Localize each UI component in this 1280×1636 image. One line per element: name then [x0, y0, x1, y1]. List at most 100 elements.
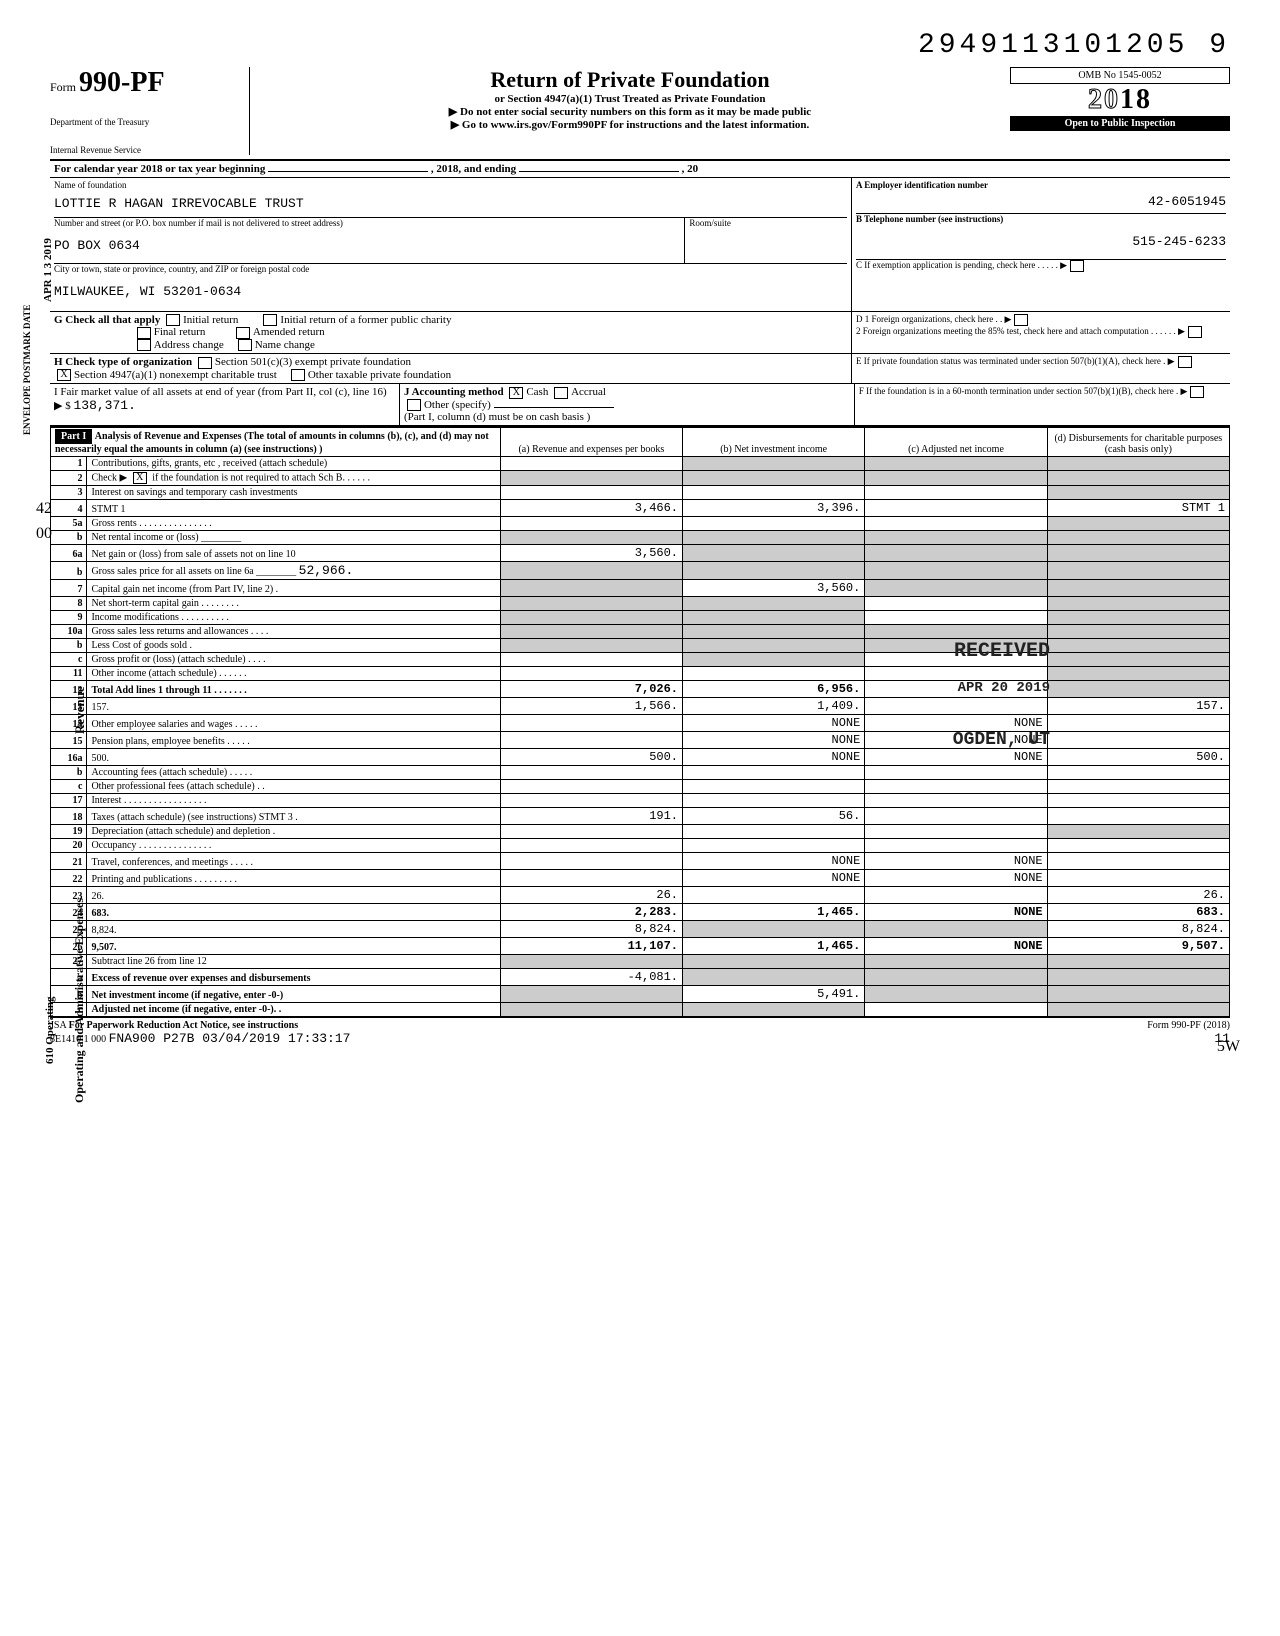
g-name-checkbox[interactable]	[238, 339, 252, 351]
d1-checkbox[interactable]	[1014, 314, 1028, 326]
j-accrual-checkbox[interactable]	[554, 387, 568, 399]
r26-b: 1,465.	[683, 938, 865, 955]
r5a-n: 5a	[51, 517, 87, 531]
c-checkbox[interactable]	[1070, 260, 1084, 272]
r4-d: STMT 1	[87, 500, 500, 517]
row-10a: 10aGross sales less returns and allowanc…	[51, 625, 1230, 639]
fmv-value: 138,371.	[73, 398, 135, 413]
row-27: 27Subtract line 26 from line 12	[51, 955, 1230, 969]
row-16a: 16a500.500.NONENONE500.	[51, 749, 1230, 766]
city-state-zip: MILWAUKEE, WI 53201-0634	[54, 274, 847, 309]
r16b-d: Accounting fees (attach schedule) . . . …	[87, 766, 500, 780]
year-solid: 18	[1120, 84, 1152, 115]
r26-c: NONE	[865, 938, 1047, 955]
r15-c: NONE	[865, 732, 1047, 749]
f-text: F If the foundation is in a 60-month ter…	[859, 386, 1178, 396]
name-label: Name of foundation	[54, 180, 847, 190]
g-initial-checkbox[interactable]	[166, 314, 180, 326]
col-b-header: (b) Net investment income	[683, 427, 865, 457]
j-cash-checkbox[interactable]: X	[509, 387, 523, 399]
address: PO BOX 0634	[54, 228, 684, 263]
row-2: 2Check ▶ X if the foundation is not requ…	[51, 471, 1230, 486]
r7-n: 7	[51, 580, 87, 597]
j-cash: Cash	[526, 386, 548, 398]
r16a-c: NONE	[865, 749, 1047, 766]
ein-label: A Employer identification number	[856, 180, 1226, 190]
document-locator-number: 2949113101205 9	[50, 30, 1230, 61]
j-other-checkbox[interactable]	[407, 399, 421, 411]
r20-n: 20	[51, 839, 87, 853]
side-code: 610 Operating	[44, 930, 56, 1130]
j-note: (Part I, column (d) must be on cash basi…	[404, 411, 590, 423]
dept-treasury: Department of the Treasury	[50, 117, 241, 127]
r10c-d: Gross profit or (loss) (attach schedule)…	[87, 653, 500, 667]
r18-b: 56.	[683, 808, 865, 825]
h-other-checkbox[interactable]	[291, 369, 305, 381]
r21-d: Travel, conferences, and meetings . . . …	[87, 853, 500, 870]
part1-header-row: Part I Analysis of Revenue and Expenses …	[51, 427, 1230, 457]
r12-d: Total Add lines 1 through 11 . . . . . .…	[87, 681, 500, 698]
cal-c: , 20	[682, 163, 699, 175]
d1-text: D 1 Foreign organizations, check here . …	[856, 314, 1002, 324]
expenses-side-label: Operating and Administrative Expenses	[72, 860, 87, 1140]
h-block: H Check type of organization Section 501…	[50, 354, 852, 383]
r4-a: 3,466.	[500, 500, 682, 517]
r1-d: Contributions, gifts, grants, etc , rece…	[87, 457, 500, 471]
cal-b: , 2018, and ending	[431, 163, 516, 175]
h-501c3-checkbox[interactable]	[198, 357, 212, 369]
r8-n: 8	[51, 597, 87, 611]
r21-b: NONE	[683, 853, 865, 870]
r2-checkbox[interactable]: X	[133, 472, 147, 484]
pra-notice: For Paperwork Reduction Act Notice, see …	[69, 1020, 299, 1031]
row-20: 20Occupancy . . . . . . . . . . . . . . …	[51, 839, 1230, 853]
postmark-side: APR 1 3 2019	[42, 210, 54, 330]
r6b-inset: 52,966.	[299, 563, 354, 578]
r13-a: 1,566.	[500, 698, 682, 715]
form-number: Form 990-PF	[50, 67, 241, 99]
r27a-a: -4,081.	[500, 969, 682, 986]
r16c-d: Other professional fees (attach schedule…	[87, 780, 500, 794]
id-block: Name of foundation LOTTIE R HAGAN IRREVO…	[50, 178, 1230, 312]
id-left: Name of foundation LOTTIE R HAGAN IRREVO…	[50, 178, 852, 311]
row-24: 24683.2,283.1,465.NONE683.	[51, 904, 1230, 921]
g-former-checkbox[interactable]	[263, 314, 277, 326]
form-subtitle-1: or Section 4947(a)(1) Trust Treated as P…	[260, 93, 1000, 105]
r6b-n: b	[51, 562, 87, 580]
r11-d: Other income (attach schedule) . . . . .…	[87, 667, 500, 681]
e-text: E If private foundation status was termi…	[856, 356, 1165, 366]
r27-d: Subtract line 26 from line 12	[87, 955, 500, 969]
footer-form: Form 990-PF (2018)	[1147, 1020, 1230, 1031]
g-amended-checkbox[interactable]	[236, 327, 250, 339]
footer-left: JSA For Paperwork Reduction Act Notice, …	[50, 1020, 350, 1046]
r16a-d-val: 500.	[1047, 749, 1229, 766]
form-title: Return of Private Foundation	[260, 67, 1000, 93]
r24-d: 683.	[87, 904, 500, 921]
r24-d-val: 683.	[1047, 904, 1229, 921]
form-number-text: 990-PF	[79, 67, 165, 98]
header-right: OMB No 1545-0052 2018 Open to Public Ins…	[1010, 67, 1230, 131]
g-address-checkbox[interactable]	[137, 339, 151, 351]
r22-b: NONE	[683, 870, 865, 887]
d2-checkbox[interactable]	[1188, 326, 1202, 338]
row-25: 258,824.8,824.8,824.	[51, 921, 1230, 938]
row-1: 1Contributions, gifts, grants, etc , rec…	[51, 457, 1230, 471]
g-former: Initial return of a former public charit…	[280, 314, 451, 326]
r4-n: 4	[51, 500, 87, 517]
row-27a: aExcess of revenue over expenses and dis…	[51, 969, 1230, 986]
r6b-d: Gross sales price for all assets on line…	[87, 562, 500, 580]
j-other: Other (specify)	[424, 399, 491, 411]
g-final-checkbox[interactable]	[137, 327, 151, 339]
r9-n: 9	[51, 611, 87, 625]
r18-d: Taxes (attach schedule) (see instruction…	[87, 808, 500, 825]
d-block: D 1 Foreign organizations, check here . …	[852, 312, 1230, 353]
f-checkbox[interactable]	[1190, 386, 1204, 398]
r2-n: 2	[51, 471, 87, 486]
cal-a: For calendar year 2018 or tax year begin…	[54, 163, 265, 175]
r18-a: 191.	[500, 808, 682, 825]
row-16b: bAccounting fees (attach schedule) . . .…	[51, 766, 1230, 780]
form-page: 2949113101205 9 Form 990-PF Department o…	[50, 30, 1230, 1046]
h-4947-checkbox[interactable]: X	[57, 369, 71, 381]
ein: 42-6051945	[856, 190, 1226, 214]
e-checkbox[interactable]	[1178, 356, 1192, 368]
row-7: 7Capital gain net income (from Part IV, …	[51, 580, 1230, 597]
